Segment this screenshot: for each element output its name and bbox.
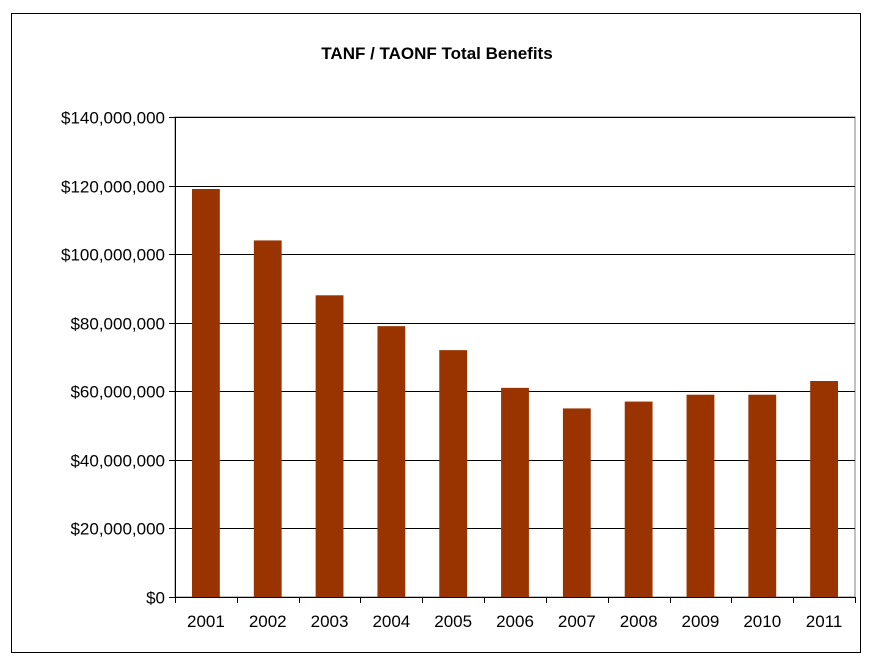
x-tick-label: 2008: [620, 612, 658, 631]
y-tick-label: $120,000,000: [61, 178, 165, 197]
bar: [501, 387, 529, 597]
y-tick-label: $100,000,000: [61, 246, 165, 265]
bar: [686, 394, 715, 597]
x-tick-label: 2005: [434, 612, 472, 631]
chart-frame: TANF / TAONF Total Benefits $0 $20,000,00…: [11, 13, 861, 653]
bar: [748, 394, 777, 597]
bar-chart: $0 $20,000,000 $40,000,000 $60,000,000 $80,0…: [61, 109, 856, 631]
bar: [315, 295, 344, 597]
x-tick-label: 2007: [558, 612, 596, 631]
x-tick-label: 2006: [496, 612, 534, 631]
x-tick-label: 2009: [682, 612, 720, 631]
y-tick-label: $20,000,000: [70, 520, 165, 539]
x-tick-label: 2001: [187, 612, 225, 631]
y-tick-label: $140,000,000: [61, 109, 165, 128]
bar: [192, 189, 220, 597]
bar: [810, 381, 838, 597]
y-tick-label: $60,000,000: [70, 383, 165, 402]
y-tick-label: $40,000,000: [70, 452, 165, 471]
x-tick-label: 2011: [806, 612, 843, 631]
x-tick-label: 2010: [743, 612, 781, 631]
bar: [377, 326, 406, 597]
bar: [624, 401, 653, 597]
x-tick-label: 2003: [311, 612, 349, 631]
bar: [253, 240, 282, 597]
y-tick-label: $0: [146, 589, 165, 608]
y-tick-label: $80,000,000: [70, 315, 165, 334]
bar: [439, 350, 468, 597]
x-tick-label: 2002: [249, 612, 287, 631]
bar: [562, 408, 591, 597]
x-tick-label: 2004: [372, 612, 410, 631]
chart-title: TANF / TAONF Total Benefits: [321, 44, 553, 63]
